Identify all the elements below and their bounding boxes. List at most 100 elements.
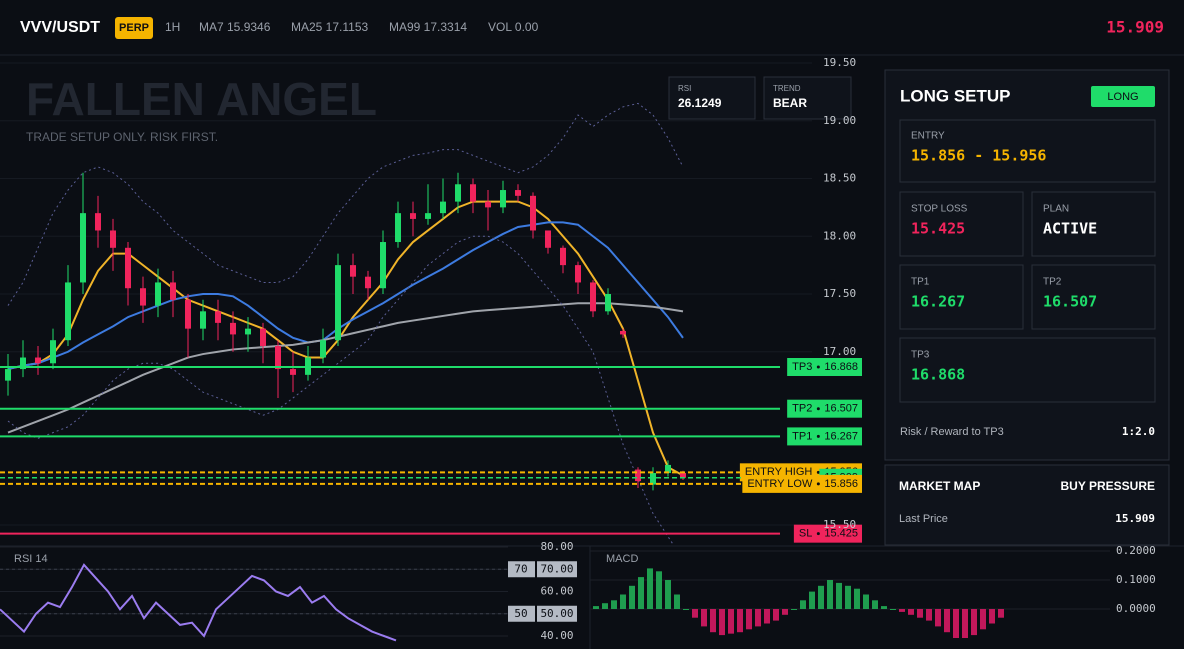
level-name: TP3 [792,361,812,373]
candle-body [230,322,236,335]
macd-bar [872,600,878,609]
indicator-line [7,302,684,434]
macd-bar [836,582,842,609]
macd-bar [953,609,959,638]
indicator-line [7,235,675,545]
y-tick-label: 50.00 [540,607,573,620]
tp-value: 16.267 [911,293,965,311]
macd-bar [593,606,599,609]
tp-box [899,337,1156,403]
market-card [884,464,1170,546]
macd-bar [935,609,941,627]
candle-body [350,265,356,277]
indicator-line [7,221,684,371]
last-value: 15.909 [1115,512,1155,525]
level-name: SL [799,528,812,540]
y-tick-label: 18.50 [823,172,856,185]
rsi-line [0,563,397,642]
macd-bar [692,609,698,618]
watermark: FALLEN ANGEL [26,73,377,125]
candle-body [560,247,566,266]
candle-body [200,311,206,329]
setup-title: LONG SETUP [900,86,1011,105]
macd-bar [917,609,923,618]
candle-body [260,328,266,346]
indicator: MA25 17.1153 [291,20,368,34]
entry-box [899,119,1156,183]
macd-bar [620,594,626,609]
rsi-title: RSI 14 [14,553,48,565]
candle-body [170,282,176,300]
rsi-level-label: 70 [514,562,527,575]
candle-body [530,195,536,231]
level-name: TP2 [792,403,812,415]
macd-bar [737,609,743,633]
candle-body [500,190,506,208]
macd-bar [638,577,644,609]
y-tick-label: 60.00 [540,585,573,598]
candle-body [275,345,281,370]
level-value: 16.507 [824,403,858,415]
level-separator [816,365,820,369]
macd-panel: 0.2000 0.1000 0.0000 [590,544,1156,638]
level-tag [787,357,862,376]
level-separator [816,407,820,411]
entry-label: ENTRY [911,131,945,142]
macd-bar [674,594,680,609]
macd-bar [944,609,950,633]
macd-bar [782,609,788,615]
candle-body [620,330,626,335]
candle-body [605,294,611,312]
candle-body [665,464,671,474]
candle-body [5,369,11,381]
plan-box [1031,191,1156,257]
stop-value: 15.425 [911,220,965,238]
candle-body [140,288,146,306]
indicator: MA99 17.3314 [389,20,467,34]
macd-bar [701,609,707,627]
perp-label: PERP [119,22,149,34]
macd-bar [656,571,662,609]
candle-body [575,265,581,283]
candle-body [95,213,101,231]
macd-bar [791,609,797,610]
level-value: 16.267 [824,430,858,442]
candle-body [380,242,386,289]
tp-label: TP2 [1043,277,1062,288]
candle-body [50,340,56,364]
macd-bar [665,580,671,609]
macd-bar [629,585,635,609]
macd-bar [800,600,806,609]
indicator: MA7 15.9346 [199,20,271,34]
macd-bar [926,609,932,621]
level-tag [787,427,862,446]
stat-value: 26.1249 [678,96,722,110]
macd-bar [719,609,725,636]
y-tick-label: 17.00 [823,345,856,358]
level-value: 16.868 [824,361,858,373]
tp-label: TP3 [911,350,930,361]
level-separator [816,434,820,438]
level-value: 15.856 [824,478,858,490]
stop-label: STOP LOSS [911,204,968,215]
macd-bar [989,609,995,624]
indicator-line [7,102,684,306]
candle-body [395,213,401,243]
plan-label: PLAN [1043,204,1069,215]
candle-body [125,247,131,289]
level-tag [742,474,862,493]
candle-body [545,230,551,248]
tick-highlight [537,605,577,622]
candle-body [20,357,26,370]
candle-body [410,213,416,219]
macd-bar [845,585,851,609]
y-tick-label: 0.2000 [1116,544,1156,557]
main-chart [0,62,812,545]
macd-bar [773,609,779,621]
tp-value: 16.507 [1043,293,1097,311]
y-tick-label: 17.50 [823,287,856,300]
level-tag [793,524,862,543]
last-price: 15.909 [1106,18,1164,37]
